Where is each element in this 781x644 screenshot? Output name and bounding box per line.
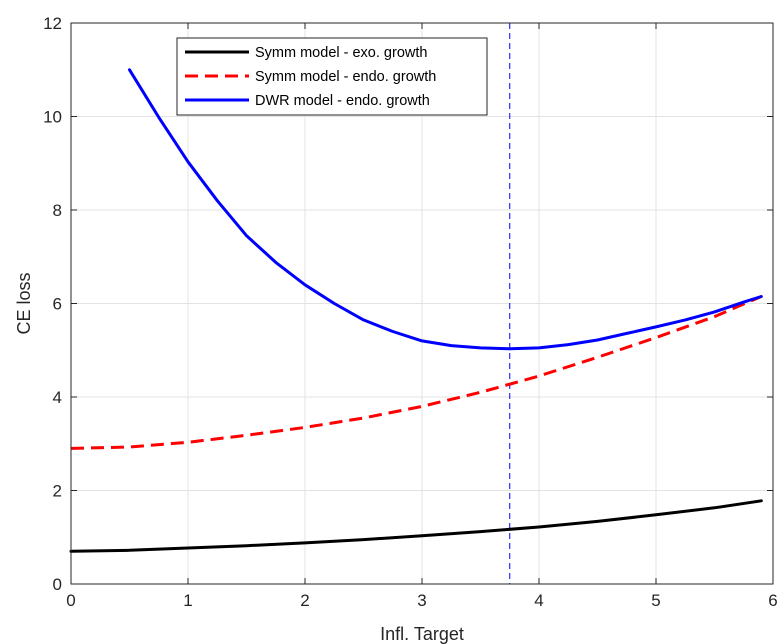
y-tick-label: 10 [43,108,62,127]
legend: Symm model - exo. growth Symm model - end… [176,37,488,116]
x-tick-label: 3 [417,591,426,610]
x-tick-label: 2 [300,591,309,610]
x-axis-label: Infl. Target [380,624,464,644]
y-tick-label: 6 [53,295,62,314]
x-tick-label: 4 [534,591,543,610]
x-tick-label: 0 [66,591,75,610]
x-tick-label: 6 [768,591,777,610]
y-axis-label: CE loss [14,272,34,334]
legend-label-3: DWR model - endo. growth [255,93,430,109]
legend-label-1: Symm model - exo. growth [255,45,427,61]
y-tick-label: 4 [53,388,62,407]
y-tick-label: 2 [53,482,62,501]
y-tick-label: 8 [53,201,62,220]
y-tick-label: 12 [43,14,62,33]
series-layer [69,68,763,553]
series-line-3 [128,68,763,351]
legend-label-2: Symm model - endo. growth [255,69,436,85]
y-tick-label: 0 [53,575,62,594]
x-tick-label: 1 [183,591,192,610]
series-line-1 [69,499,763,553]
x-tick-label: 5 [651,591,660,610]
